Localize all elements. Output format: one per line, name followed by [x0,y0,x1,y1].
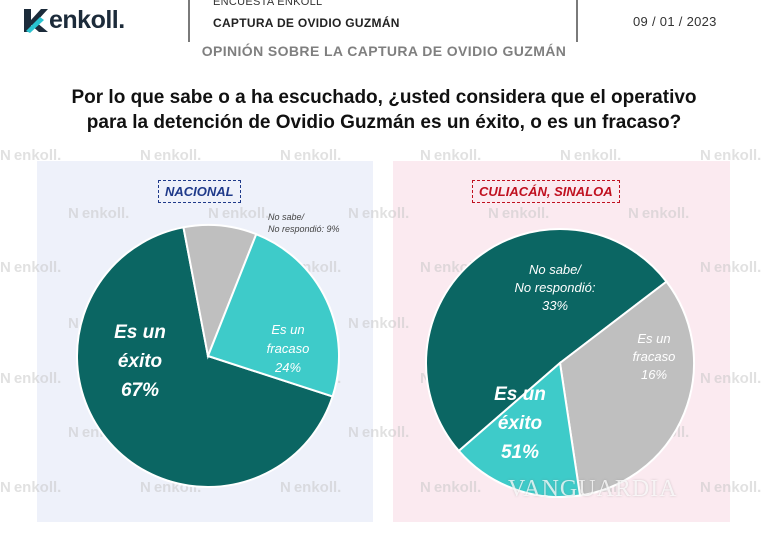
enkoll-watermark: N enkoll. [700,370,761,387]
nacional-nosabe-line1: No sabe/ [268,212,305,222]
culiacan-slice-no-sabe [558,280,695,497]
question-line-2: para la detención de Ovidio Guzmán es un… [86,112,682,133]
survey-label: ENCUESTA ENKOLL [213,0,323,8]
enkoll-watermark: N enkoll. [208,205,269,222]
enkoll-watermark: N enkoll. [0,479,61,496]
enkoll-logo-text: enkoll. [49,5,125,34]
report-title: CAPTURA DE OVIDIO GUZMÁN [213,16,400,30]
nacional-exito-label: Es un éxito 67% [95,318,185,405]
nacional-fracaso-pct: 24% [274,360,302,375]
enkoll-watermark: N enkoll. [280,479,341,496]
nacional-chip: NACIONAL [158,180,241,203]
culiacan-exito-line2: éxito [497,413,543,434]
nacional-exito-line1: Es un [114,322,166,343]
culiacan-fracaso-line2: fracaso [632,349,676,364]
culiacan-exito-label: Es un éxito 51% [470,380,570,467]
vanguardia-watermark: VANGUARDIA [508,476,678,502]
culiacan-exito-line1: Es un [494,384,546,405]
enkoll-watermark: N enkoll. [348,424,409,441]
culiacan-slice-fracaso [457,361,582,498]
nacional-fracaso-line2: fracaso [266,341,310,356]
enkoll-logo-icon [24,9,48,33]
question-text: Por lo que sabe o a ha escuchado, ¿usted… [0,85,768,135]
nacional-fracaso-line1: Es un [271,322,305,337]
culiacan-nosabe-line2: No respondió: [514,280,596,295]
nacional-nosabe-line2: No respondió: 9% [268,224,340,234]
culiacan-nosabe-label: No sabe/ No respondió: 33% [490,261,620,315]
header-divider-left [188,0,190,42]
nacional-slice-fracaso [206,232,340,398]
report-date: 09 / 01 / 2023 [633,14,717,29]
enkoll-watermark: N enkoll. [280,147,341,164]
culiacan-fracaso-line1: Es un [637,331,671,346]
enkoll-watermark: N enkoll. [420,147,481,164]
enkoll-watermark: N enkoll. [348,205,409,222]
culiacan-fracaso-pct: 16% [640,367,668,382]
enkoll-watermark: N enkoll. [700,259,761,276]
nacional-fracaso-label: Es un fracaso 24% [248,320,328,377]
question-line-1: Por lo que sabe o a ha escuchado, ¿usted… [71,87,697,108]
culiacan-fracaso-label: Es un fracaso 16% [614,330,694,384]
enkoll-watermark: N enkoll. [488,205,549,222]
enkoll-watermark: N enkoll. [140,147,201,164]
culiacan-nosabe-line1: No sabe/ [528,262,582,277]
nacional-slice-exito [76,226,334,488]
enkoll-watermark: N enkoll. [700,479,761,496]
nacional-exito-pct: 67% [120,380,160,401]
section-title: OPINIÓN SOBRE LA CAPTURA DE OVIDIO GUZMÁ… [201,43,567,59]
enkoll-watermark: N enkoll. [68,205,129,222]
enkoll-watermark: N enkoll. [700,147,761,164]
culiacan-slice-exito [425,228,668,453]
enkoll-logo: enkoll. [22,2,125,38]
culiacan-chip: CULIACÁN, SINALOA [472,180,620,203]
enkoll-watermark: N enkoll. [0,370,61,387]
enkoll-watermark: N enkoll. [0,147,61,164]
culiacan-exito-pct: 51% [500,442,540,463]
culiacan-nosabe-pct: 33% [541,298,569,313]
enkoll-watermark: N enkoll. [0,259,61,276]
enkoll-watermark: N enkoll. [348,315,409,332]
enkoll-watermark: N enkoll. [560,147,621,164]
enkoll-watermark: N enkoll. [628,205,689,222]
header-divider-right [576,0,578,42]
nacional-nosabe-label: No sabe/ No respondió: 9% [268,211,378,235]
enkoll-watermark: N enkoll. [420,479,481,496]
nacional-exito-line2: éxito [117,351,163,372]
